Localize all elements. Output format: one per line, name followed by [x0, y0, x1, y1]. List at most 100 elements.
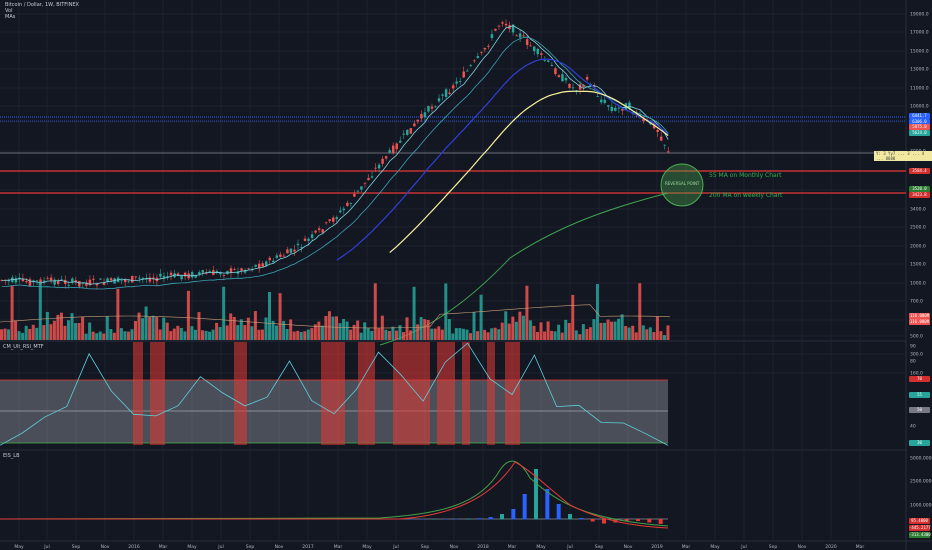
volume-bar — [70, 313, 74, 340]
volume-bar — [52, 320, 56, 340]
volume-bar — [546, 321, 550, 340]
volume-bar — [423, 319, 427, 340]
volume-bar — [599, 322, 603, 340]
volume-bar — [666, 325, 670, 340]
candle-body — [35, 280, 39, 282]
candle-body — [131, 275, 134, 283]
candle-body — [642, 118, 645, 122]
candle-body — [423, 112, 427, 118]
volume-bar — [359, 332, 363, 340]
volume-bar — [211, 329, 215, 340]
price-tick-label: 1000.0 — [910, 281, 926, 287]
mas-legend[interactable]: MAs — [5, 14, 16, 20]
candle-body — [233, 269, 236, 270]
volume-bar — [67, 320, 70, 340]
lb-badge-0: 95.4000 — [909, 518, 930, 524]
lb-hist-bar — [568, 514, 572, 520]
volume-bar — [655, 316, 659, 340]
candle-body — [78, 280, 81, 287]
candle-body — [39, 279, 42, 285]
candle-body — [356, 190, 360, 192]
volume-bar — [296, 330, 300, 340]
volume-bar — [500, 322, 504, 340]
time-tick-label: Sep — [769, 544, 778, 550]
volume-bar — [21, 332, 25, 340]
lb-pane-title[interactable]: EIS_LB — [3, 453, 20, 459]
volume-bar — [525, 285, 529, 340]
volume-bar — [109, 329, 113, 340]
volume-bar — [7, 329, 11, 340]
candle-body — [409, 128, 413, 134]
candle-body — [444, 89, 448, 97]
time-tick-label: May — [14, 544, 24, 550]
lb-hist-bar — [420, 519, 425, 520]
candle-body — [656, 129, 659, 132]
volume-bar — [172, 328, 176, 340]
price-tick-label: 300.0 — [910, 352, 923, 358]
volume-bar — [454, 328, 458, 340]
volume-bar — [342, 318, 346, 340]
candle-body — [303, 238, 307, 241]
price-tick-label: 17000.0 — [910, 30, 929, 36]
candle-body — [571, 87, 575, 89]
candle-body — [219, 272, 222, 275]
volume-bar — [239, 319, 243, 340]
volume-bar — [578, 334, 582, 340]
vol-legend[interactable]: Vol — [5, 8, 13, 14]
candle-body — [60, 279, 63, 281]
time-tick-label: Nov — [275, 544, 284, 550]
volume-bar — [631, 325, 635, 340]
candle-body — [74, 280, 78, 282]
rsi-pane-title[interactable]: CM_Ult_RSI_MTF — [3, 344, 44, 350]
volume-bar — [151, 315, 155, 340]
time-tick-label: May — [710, 544, 720, 550]
volume-bar — [532, 325, 536, 340]
volume-bar — [536, 332, 539, 340]
volume-bar — [662, 335, 666, 340]
ma-yellow-line — [389, 90, 669, 254]
volume-bar — [190, 326, 194, 340]
volume-bar — [306, 329, 310, 340]
candle-body — [614, 107, 617, 111]
ma-short-line — [1, 25, 669, 285]
volume-bar — [77, 322, 81, 340]
volume-bar — [416, 324, 420, 340]
candle-body — [14, 278, 18, 283]
candle-body — [399, 140, 402, 143]
volume-bar — [148, 317, 152, 340]
candle-body — [402, 133, 405, 135]
candle-body — [540, 53, 543, 55]
candle-body — [659, 136, 663, 141]
candle-body — [525, 39, 529, 46]
lb-hist-bar — [647, 519, 652, 523]
volume-bar — [81, 316, 85, 340]
candle-body — [395, 143, 398, 150]
rsi-badge-0: 70 — [909, 376, 930, 382]
volume-bar — [645, 329, 649, 340]
lb-hist-bar — [477, 518, 482, 520]
volume-bar — [588, 327, 592, 340]
candle-body — [18, 277, 21, 279]
volume-bar — [514, 321, 518, 340]
volume-bar — [17, 331, 21, 340]
lb-hist-bar — [432, 519, 436, 520]
volume-bar — [391, 326, 395, 340]
volume-bar — [409, 330, 413, 340]
volume-bar — [232, 316, 236, 340]
volume-bar — [366, 328, 370, 340]
volume-bar — [659, 331, 663, 340]
volume-bar — [49, 324, 53, 340]
lb-hist-bar — [511, 509, 516, 520]
volume-bar — [571, 294, 575, 340]
volume-bar — [613, 321, 617, 340]
candle-body — [275, 255, 279, 258]
volume-bar — [638, 283, 642, 340]
candle-body — [261, 263, 264, 267]
candle-body — [448, 92, 451, 94]
time-tick-label: Mar — [508, 544, 517, 550]
volume-bar — [493, 327, 497, 340]
candle-body — [286, 249, 289, 254]
time-tick-label: Jul — [392, 544, 398, 550]
price-badge-5: 3520.0 — [909, 186, 930, 192]
